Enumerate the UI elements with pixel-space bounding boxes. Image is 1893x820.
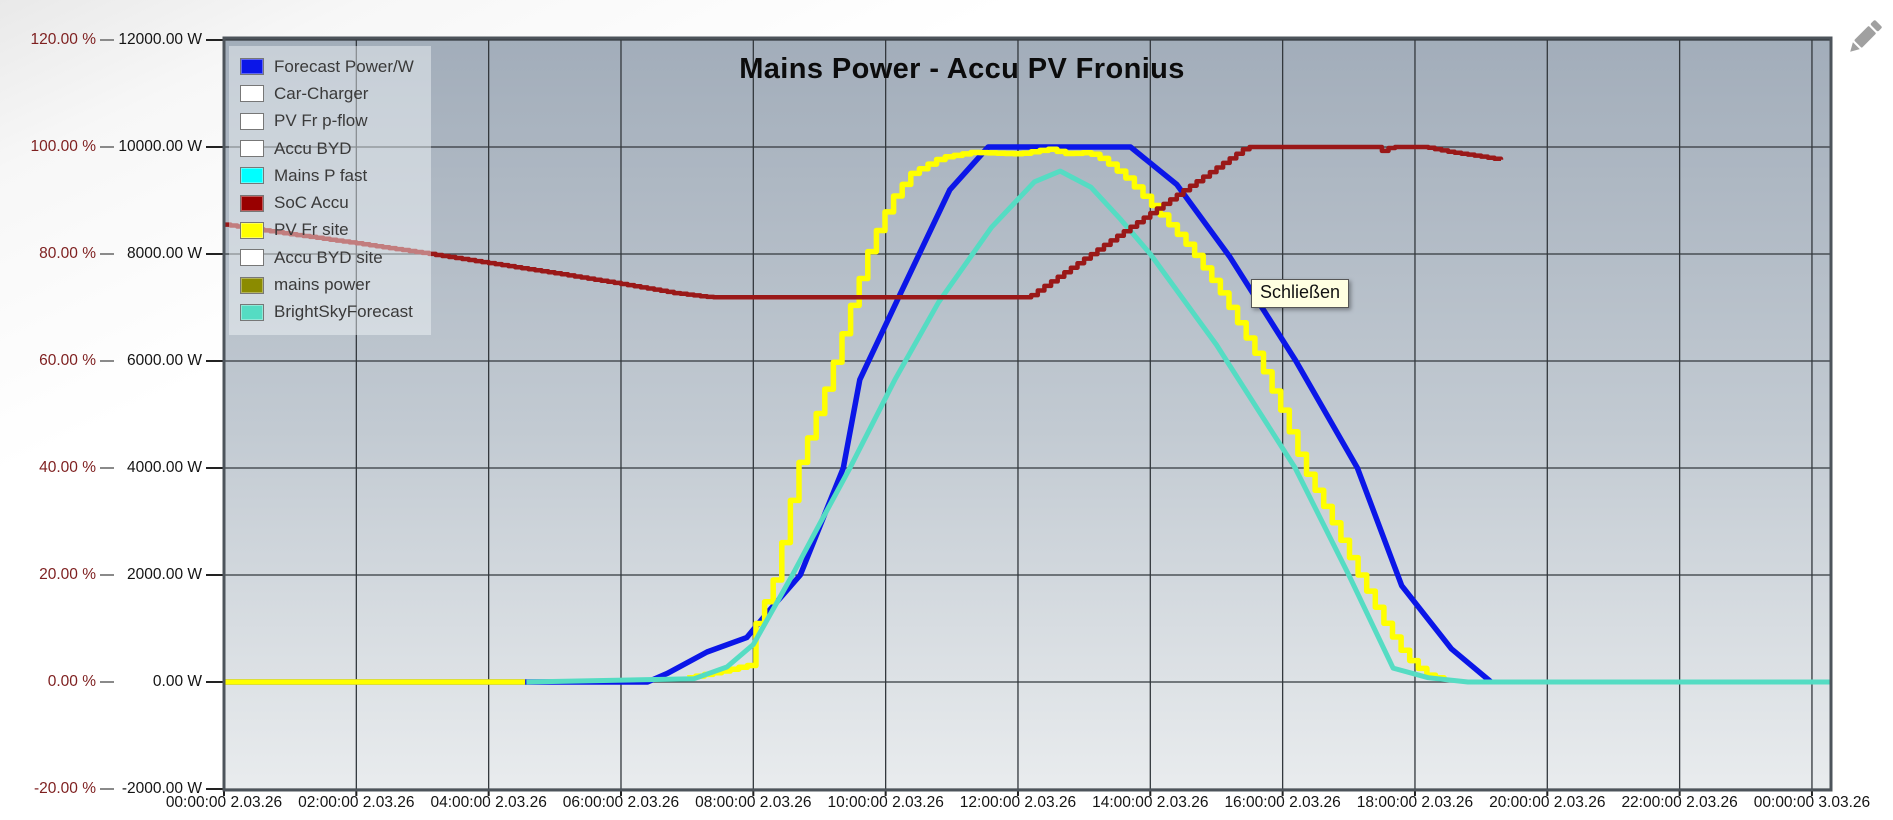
percent-axis-label: 0.00 % [47,673,96,690]
legend-label: Accu BYD site [274,247,383,267]
legend-color-swatch [240,194,264,212]
plot-border [222,36,1833,792]
legend-item-pv-fr-p-flow[interactable]: PV Fr p-flow [240,108,414,135]
legend-label: Mains P fast [274,165,368,185]
series-line-pv-fr-site [687,146,1447,681]
watt-axis-label: 0.00 W [152,673,202,690]
legend-label: PV Fr p-flow [274,111,368,131]
legend-item-brightskyforecast[interactable]: BrightSkyForecast [240,299,414,326]
legend-item-forecast-power-w[interactable]: Forecast Power/W [240,53,414,80]
legend-item-pv-fr-site[interactable]: PV Fr site [240,217,414,244]
legend-label: SoC Accu [274,193,349,213]
series-line-soc-accu [224,144,1504,300]
time-axis-label: 00:00:00 2.03.26 [165,794,283,811]
legend-color-swatch [240,167,264,185]
legend-color-swatch [240,112,264,130]
percent-axis-label: -20.00 % [33,780,96,797]
time-axis-label: 20:00:00 2.03.26 [1489,794,1606,811]
legend-item-soc-accu[interactable]: SoC Accu [240,189,414,216]
chart-title: Mains Power - Accu PV Fronius [739,53,1185,85]
legend-color-swatch [240,85,264,103]
close-tooltip-button[interactable]: Schließen [1251,279,1350,308]
time-axis-label: 00:00:00 3.03.26 [1753,794,1871,811]
legend-color-swatch [240,140,264,158]
time-axis-label: 18:00:00 2.03.26 [1356,794,1474,811]
legend-color-swatch [240,58,264,76]
watt-axis-label: 10000.00 W [118,138,202,155]
legend-label: PV Fr site [274,220,349,240]
edit-pencil-icon[interactable] [1838,12,1890,64]
series-line-forecast-power-w [224,144,1493,685]
time-axis-label: 10:00:00 2.03.26 [827,794,944,811]
watt-axis-label: -2000.00 W [121,780,202,797]
legend-item-accu-byd-site[interactable]: Accu BYD site [240,244,414,271]
time-axis-label: 02:00:00 2.03.26 [298,794,415,811]
percent-axis-label: 20.00 % [39,566,96,583]
legend-color-swatch [240,249,264,267]
watt-axis-label: 8000.00 W [127,245,202,262]
legend-label: Forecast Power/W [274,56,414,76]
legend-item-mains-p-fast[interactable]: Mains P fast [240,162,414,189]
time-axis-label: 12:00:00 2.03.26 [959,794,1077,811]
time-axis-label: 22:00:00 2.03.26 [1621,794,1738,811]
percent-axis-label: 40.00 % [39,459,96,476]
legend-label: BrightSkyForecast [274,302,413,322]
plot-area[interactable] [224,38,1831,790]
legend-color-swatch [240,303,264,321]
legend-color-swatch [240,221,264,239]
legend-color-swatch [240,276,264,294]
watt-axis-label: 4000.00 W [127,459,202,476]
time-axis-label: 08:00:00 2.03.26 [695,794,812,811]
percent-axis-label: 100.00 % [30,138,97,155]
watt-axis-label: 12000.00 W [118,31,202,48]
legend-item-car-charger[interactable]: Car-Charger [240,80,414,107]
time-axis-label: 14:00:00 2.03.26 [1092,794,1209,811]
legend-label: Car-Charger [274,83,369,103]
percent-axis-label: 60.00 % [39,352,96,369]
legend-label: Accu BYD [274,138,352,158]
time-axis-label: 16:00:00 2.03.26 [1224,794,1341,811]
percent-axis-label: 80.00 % [39,245,96,262]
pencil-eraser [1870,20,1882,32]
legend-label: mains power [274,275,371,295]
time-axis-label: 04:00:00 2.03.26 [430,794,547,811]
legend-item-mains-power[interactable]: mains power [240,271,414,298]
pencil-body [1854,26,1876,48]
watt-axis-label: 2000.00 W [127,566,202,583]
pencil-tip [1850,42,1860,52]
chart-legend: Forecast Power/W Car-Charger PV Fr p-flow A… [229,46,431,335]
legend-item-accu-byd[interactable]: Accu BYD [240,135,414,162]
percent-axis-label: 120.00 % [30,31,97,48]
series-line-brightskyforecast [526,168,1831,685]
watt-axis-label: 6000.00 W [127,352,202,369]
time-axis-label: 06:00:00 2.03.26 [562,794,680,811]
